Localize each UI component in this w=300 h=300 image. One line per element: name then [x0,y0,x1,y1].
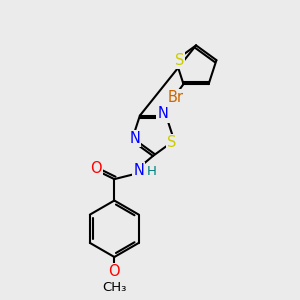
Text: N: N [129,131,140,146]
Text: N: N [133,163,144,178]
Text: S: S [167,135,176,150]
Text: N: N [158,106,169,121]
Text: H: H [146,165,156,178]
Text: O: O [109,264,120,279]
Text: S: S [175,53,184,68]
Text: CH₃: CH₃ [102,281,127,294]
Text: Br: Br [167,90,183,105]
Text: O: O [90,161,102,176]
